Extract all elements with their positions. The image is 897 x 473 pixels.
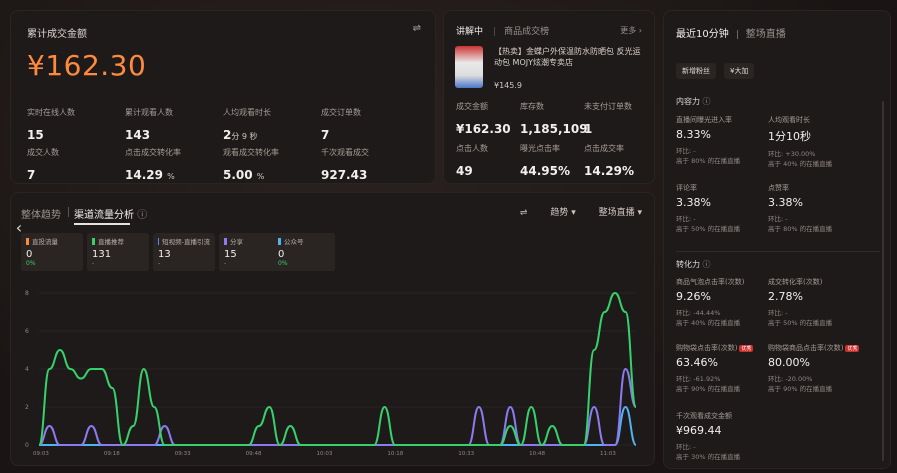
y-tick-label: 8 <box>25 290 29 297</box>
tab-explaining[interactable]: 讲解中 <box>456 27 484 37</box>
section-divider <box>676 251 880 252</box>
legend-recommend[interactable]: 直播推荐 131- <box>87 233 149 271</box>
kpi-view-conv: 观看成交转化率 5.00 % <box>223 148 279 182</box>
product-name[interactable]: 【热卖】金蝶户外保温防水防晒包 反光运动包 MOJY炫潮专卖店 <box>494 47 641 67</box>
x-tick-label: 10:33 <box>458 451 474 457</box>
trend-card: 整体趋势 渠道流量分析 ⓘ ⇌ 趋势 ▾ 整场直播 ▾ 直投流量 0 0% 直播推… <box>10 192 655 466</box>
realtime-tabs: 最近10分钟 整场直播 <box>676 25 786 40</box>
metric-gpm: 千次观看成交金额 ¥969.44 环比: - 高于 30% 的在播直播 <box>676 412 741 461</box>
legend-swatch <box>278 237 281 245</box>
overview-title: 累计成交金额 <box>27 29 87 40</box>
metric-bag-item-ctr: 购物袋商品点击率(次数) 优秀 80.00% 环比: -20.00% 高于 90% … <box>768 344 860 393</box>
tab-last-10min[interactable]: 最近10分钟 <box>676 29 729 40</box>
metric-bag-ctr: 购物袋点击率(次数) 优秀 63.46% 环比: -61.92% 高于 90% 的在… <box>676 344 754 393</box>
info-icon[interactable]: ⓘ <box>137 210 148 221</box>
section-content: 内容力 ⓘ <box>676 97 711 106</box>
metric-exposure-enter: 直播间曝光进入率 8.33% 环比: - 高于 80% 的在播直播 <box>676 116 741 165</box>
realtime-panel: 最近10分钟 整场直播 新增粉丝 ¥大加 内容力 ⓘ 直播间曝光进入率 8.33% … <box>663 10 891 469</box>
product-price: ¥145.9 <box>494 81 522 90</box>
kpi-viewers: 累计观看人数 143 <box>125 108 173 142</box>
excellent-badge: 优秀 <box>845 345 860 352</box>
series-line-0[interactable] <box>38 291 637 447</box>
prod-stat-cvr: 点击成交率 14.29% <box>584 144 634 178</box>
chevron-left-icon[interactable]: ‹ <box>15 218 23 237</box>
legend-swatch <box>158 237 160 245</box>
more-link[interactable]: 更多 › <box>620 26 642 35</box>
trend-select[interactable]: 趋势 ▾ <box>550 208 576 218</box>
product-tabs: 讲解中 | 商品成交榜 <box>456 27 550 37</box>
metric-avg-watch: 人均观看时长 1分10秒 环比: +30.00% 高于 40% 的在播直播 <box>768 116 833 168</box>
y-tick-label: 6 <box>25 328 29 335</box>
product-image[interactable] <box>455 46 483 88</box>
boost-button[interactable]: ¥大加 <box>724 63 755 79</box>
kpi-click-conv: 点击成交转化率 14.29 % <box>125 148 181 182</box>
y-tick-label: 0 <box>25 442 29 449</box>
x-tick-label: 09:18 <box>104 451 120 457</box>
tab-whole-live[interactable]: 整场直播 <box>745 29 786 40</box>
legend-shortvideo[interactable]: 短视频-直播引流 13- <box>153 233 215 271</box>
total-amount: ¥162.30 <box>27 49 147 82</box>
trend-controls: ⇌ 趋势 ▾ 整场直播 ▾ <box>510 205 642 218</box>
metric-bubble-ctr: 商品气泡点击率(次数) 9.26% 环比: -44.44% 高于 40% 的在播直播 <box>676 278 745 327</box>
section-conversion: 转化力 ⓘ <box>676 260 711 269</box>
metric-comment-rate: 评论率 3.38% 环比: - 高于 50% 的在播直播 <box>676 184 741 233</box>
scrollbar[interactable] <box>882 101 884 461</box>
x-tick-label: 11:03 <box>600 451 616 457</box>
tab-channel-analysis[interactable]: 渠道流量分析 ⓘ <box>74 206 148 225</box>
tab-divider <box>68 207 69 217</box>
x-tick-label: 10:03 <box>317 451 333 457</box>
prod-stat-clicks: 点击人数 49 <box>456 144 488 178</box>
y-tick-label: 4 <box>25 366 29 373</box>
metric-conversion: 成交转化率(次数) 2.78% 环比: - 高于 50% 的在播直播 <box>768 278 833 327</box>
metric-like-rate: 点赞率 3.38% 环比: - 高于 80% 的在播直播 <box>768 184 833 233</box>
info-icon: ⓘ <box>702 97 711 106</box>
prod-stat-stock: 库存数 1,185,109 <box>520 102 588 136</box>
kpi-orders: 成交订单数 7 <box>321 108 361 142</box>
info-icon: ⓘ <box>702 260 711 269</box>
filter-icon[interactable]: ⇌ <box>412 23 421 34</box>
kpi-online: 实时在线人数 15 <box>27 108 75 142</box>
trend-chart[interactable]: 0 2 4 6 8 09:03 09:18 09:33 09:48 10:03 10:18 10:33… <box>11 193 656 467</box>
y-tick-label: 2 <box>25 404 29 411</box>
x-tick-label: 09:03 <box>33 451 49 457</box>
legend-swatch <box>92 237 95 245</box>
prod-stat-unpaid: 未支付订单数 1 <box>584 102 632 136</box>
legend-official[interactable]: 公众号 0 0% <box>273 233 335 271</box>
legend-swatch <box>26 237 29 245</box>
new-fans-button[interactable]: 新增粉丝 <box>676 63 716 79</box>
x-tick-label: 09:48 <box>246 451 262 457</box>
legend-share[interactable]: 分享 15- <box>219 233 281 271</box>
x-tick-label: 10:48 <box>529 451 545 457</box>
range-select[interactable]: 整场直播 ▾ <box>598 208 642 218</box>
prod-stat-ctr: 曝光点击率 44.95% <box>520 144 570 178</box>
legend-swatch <box>224 237 227 245</box>
tab-overall-trend[interactable]: 整体趋势 <box>21 210 61 221</box>
legend-direct[interactable]: 直投流量 0 0% <box>21 233 83 271</box>
kpi-gpm: 千次观看成交 927.43 <box>321 148 369 182</box>
x-tick-label: 09:33 <box>175 451 191 457</box>
kpi-buyers: 成交人数 7 <box>27 148 59 182</box>
overview-card: 累计成交金额 ⇌ ¥162.30 实时在线人数 15 累计观看人数 143 人均观看… <box>10 10 436 184</box>
tab-sales-rank[interactable]: 商品成交榜 <box>504 27 550 37</box>
settings-icon[interactable]: ⇌ <box>519 208 528 218</box>
kpi-avg-duration: 人均观看时长 2分 9 秒 <box>223 108 271 142</box>
prod-stat-gmv: 成交金额 ¥162.30 <box>456 102 511 136</box>
x-tick-label: 10:18 <box>387 451 403 457</box>
product-card: 讲解中 | 商品成交榜 更多 › 【热卖】金蝶户外保温防水防晒包 反光运动包 MOJ… <box>443 10 655 184</box>
excellent-badge: 优秀 <box>739 345 754 352</box>
